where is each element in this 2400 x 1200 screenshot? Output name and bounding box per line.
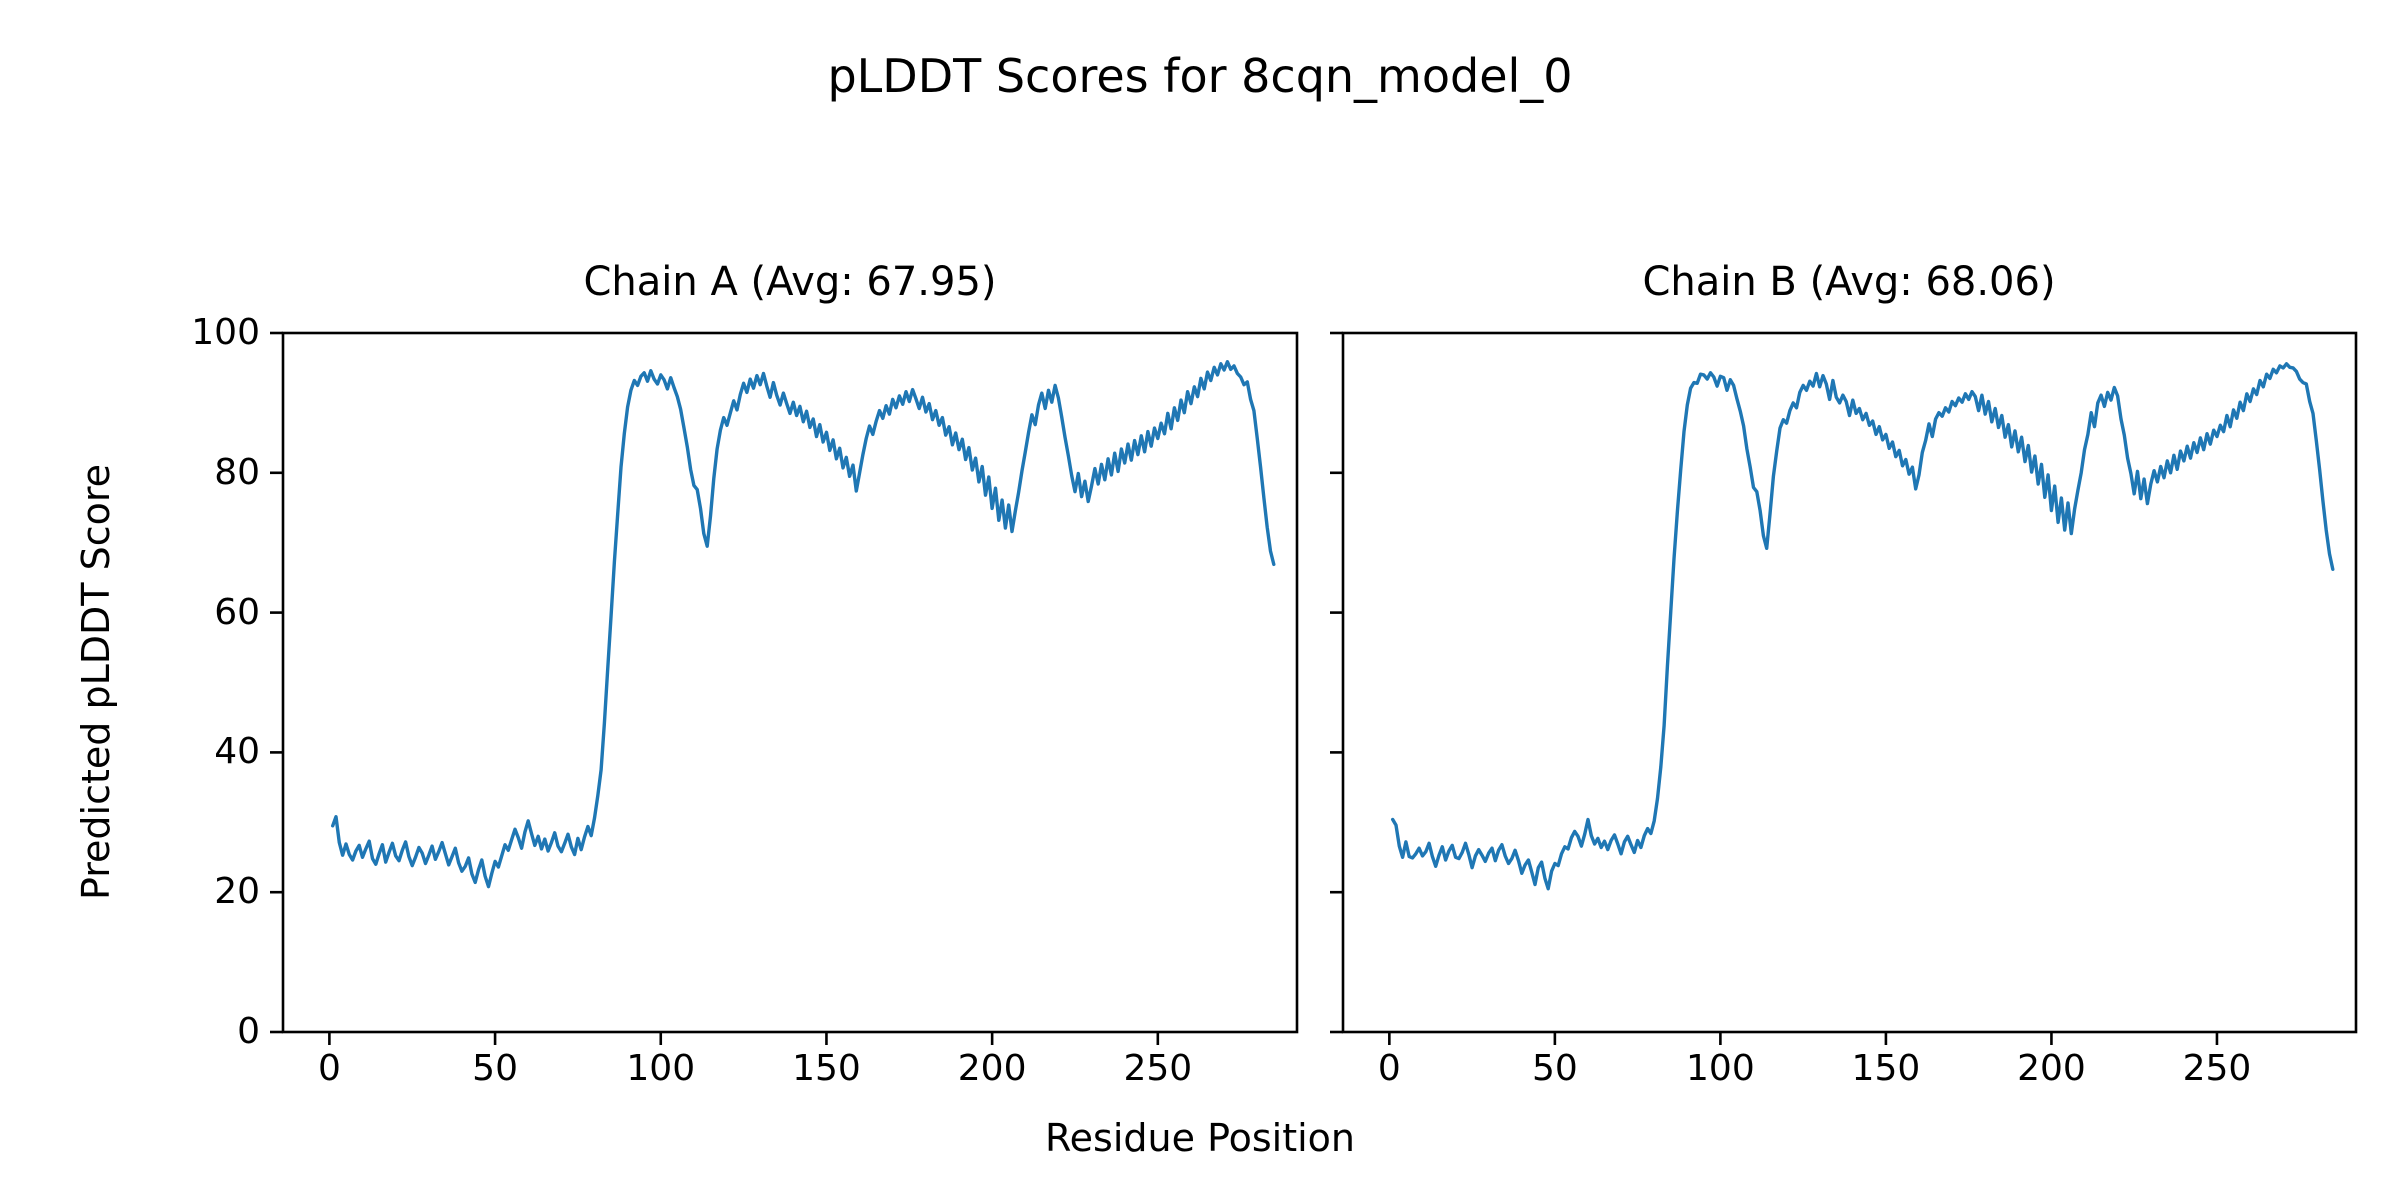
y-axis-label: Predicted pLDDT Score (74, 464, 118, 900)
x-tick-label: 50 (472, 1048, 518, 1089)
x-tick-label: 200 (2017, 1048, 2086, 1089)
x-tick-label: 0 (1377, 1048, 1401, 1089)
plot-frame-chain-a (281, 331, 1299, 1034)
x-tick-label: 100 (626, 1048, 696, 1089)
figure-title: pLDDT Scores for 8cqn_model_0 (827, 49, 1573, 103)
plot-frame-chain-b (1341, 331, 2358, 1034)
y-tick-label: 0 (237, 1011, 260, 1052)
y-tick-label: 100 (191, 312, 260, 353)
x-axis-label: Residue Position (1044, 1116, 1356, 1160)
y-tick-label: 20 (214, 871, 260, 913)
x-tick-label: 150 (792, 1048, 861, 1089)
x-tick-label: 50 (1531, 1048, 1578, 1089)
subplot-title-chain-b: Chain B (Avg: 68.06) (1642, 259, 2056, 305)
x-tick-label: 0 (317, 1048, 341, 1089)
y-tick-label: 40 (214, 731, 260, 773)
plddt-line-chain-a (331, 360, 1276, 889)
y-tick-label: 80 (214, 451, 260, 493)
y-tick-label: 60 (214, 591, 260, 633)
plddt-line-chain-b (1390, 362, 2335, 891)
x-tick-label: 200 (957, 1048, 1027, 1089)
x-tick-label: 250 (1123, 1048, 1193, 1089)
x-tick-label: 100 (1686, 1048, 1755, 1089)
x-tick-label: 250 (2182, 1048, 2252, 1089)
x-tick-label: 150 (1851, 1048, 1921, 1089)
subplot-title-chain-a: Chain A (Avg: 67.95) (583, 259, 997, 305)
